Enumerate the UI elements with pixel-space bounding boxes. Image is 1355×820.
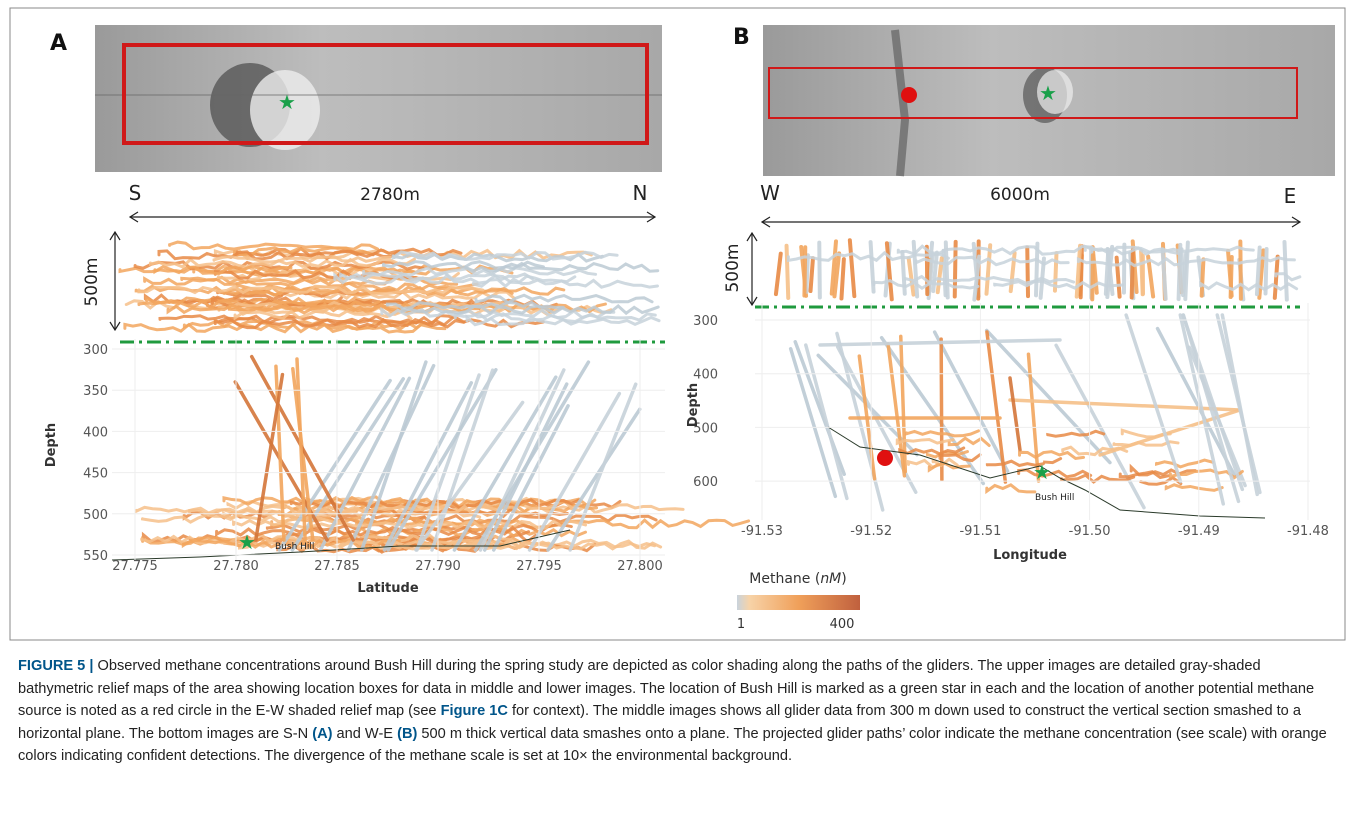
- glider-path: [1157, 460, 1213, 467]
- glider-path: [819, 243, 820, 298]
- x-tick-label: -91.52: [850, 524, 892, 539]
- page: ★ ★ ★ ★ A S N 2780m 500m 300 350 400 450 500 550 27…: [0, 0, 1355, 820]
- glider-paths: [120, 240, 1300, 552]
- span-label: 6000m: [990, 185, 1050, 205]
- axis-title: Depth: [686, 383, 701, 427]
- direction-label: S: [129, 181, 142, 205]
- glider-path: [1010, 378, 1020, 450]
- glider-path: [987, 332, 1005, 482]
- bush-hill-star: ★: [278, 90, 296, 114]
- bush-hill-star: ★: [238, 530, 256, 554]
- x-tick-label: 27.775: [112, 559, 158, 574]
- caption: FIGURE 5 | Observed methane concentratio…: [18, 655, 1338, 768]
- thickness-label: 500m: [723, 243, 743, 292]
- glider-path: [987, 485, 1035, 492]
- bush-hill-star: ★: [1033, 460, 1051, 484]
- y-tick-label: 500: [83, 508, 108, 523]
- methane-source: [901, 87, 917, 103]
- caption-text: (B): [397, 726, 417, 742]
- colorbar-title-text: ): [841, 571, 846, 587]
- glider-path: [804, 247, 805, 295]
- span-label: 2780m: [360, 185, 420, 205]
- caption-text: Figure 1C: [441, 703, 508, 719]
- glider-path: [1201, 283, 1297, 290]
- marker-label: Bush Hill: [1035, 493, 1074, 503]
- y-tick-label: 300: [83, 343, 108, 358]
- colorbar-low: 1: [737, 617, 745, 632]
- glider-path: [1056, 345, 1144, 507]
- glider-path: [986, 245, 990, 294]
- glider-path: [776, 254, 781, 294]
- glider-path: [1240, 242, 1241, 299]
- glider-path: [1166, 485, 1222, 491]
- panel-label: A: [50, 31, 67, 56]
- y-tick-label: 450: [83, 467, 108, 482]
- glider-path: [1027, 248, 1028, 297]
- relief-map: [95, 25, 662, 172]
- glider-path: [940, 455, 980, 461]
- axis-title: Latitude: [357, 581, 419, 596]
- caption-text: FIGURE 5 |: [18, 658, 93, 674]
- glider-path: [1010, 400, 1240, 410]
- figure: ★ ★ ★ ★ A S N 2780m 500m 300 350 400 450 500 550 27…: [0, 0, 1355, 645]
- x-tick-label: 27.780: [213, 559, 259, 574]
- glider-path: [1202, 259, 1204, 295]
- glider-path: [811, 258, 813, 291]
- glider-path: [820, 340, 1060, 345]
- y-tick-label: 400: [693, 368, 718, 383]
- x-tick-label: -91.51: [959, 524, 1001, 539]
- x-tick-label: -91.48: [1287, 524, 1329, 539]
- caption-text: (A): [312, 726, 332, 742]
- colorbar-title-text: Methane (: [749, 571, 820, 587]
- direction-label: W: [760, 181, 780, 205]
- direction-label: E: [1284, 184, 1297, 208]
- bush-hill-star: ★: [1039, 81, 1057, 105]
- thickness-label: 500m: [82, 257, 102, 306]
- glider-path: [1132, 249, 1133, 297]
- colorbar-title-unit: nM: [820, 571, 841, 587]
- glider-path: [1126, 315, 1180, 481]
- axis-title: Depth: [44, 423, 59, 467]
- x-tick-label: -91.50: [1069, 524, 1111, 539]
- glider-path: [987, 330, 1110, 462]
- glider-path: [787, 246, 789, 298]
- glider-path: [909, 258, 914, 294]
- x-tick-label: -91.49: [1178, 524, 1220, 539]
- x-tick-label: 27.800: [617, 559, 663, 574]
- y-tick-label: 600: [693, 475, 718, 490]
- glider-path: [1020, 452, 1084, 459]
- methane-source: [877, 450, 893, 466]
- colorbar-high: 400: [830, 617, 855, 632]
- glider-path: [1019, 470, 1091, 477]
- y-tick-label: 300: [693, 314, 718, 329]
- caption-text: and W-E: [332, 726, 397, 742]
- glider-path: [1182, 249, 1183, 295]
- marker-label: Bush Hill: [275, 542, 314, 552]
- x-tick-label: 27.785: [314, 559, 360, 574]
- y-tick-label: 550: [83, 549, 108, 564]
- axis-title: Longitude: [993, 548, 1067, 563]
- y-tick-label: 350: [83, 384, 108, 399]
- glider-path: [850, 240, 855, 296]
- glider-path: [841, 259, 843, 298]
- x-tick-label: -91.53: [741, 524, 783, 539]
- y-tick-label: 400: [83, 425, 108, 440]
- colorbar-title: Methane (nM): [749, 571, 846, 587]
- colorbar: [737, 595, 860, 610]
- glider-path: [548, 409, 640, 550]
- direction-label: N: [633, 181, 648, 205]
- glider-path: [1284, 242, 1286, 300]
- panel-label: B: [733, 25, 750, 50]
- glider-path: [995, 281, 1123, 288]
- glider-path: [1048, 431, 1104, 436]
- x-tick-label: 27.795: [516, 559, 562, 574]
- x-tick-label: 27.790: [415, 559, 461, 574]
